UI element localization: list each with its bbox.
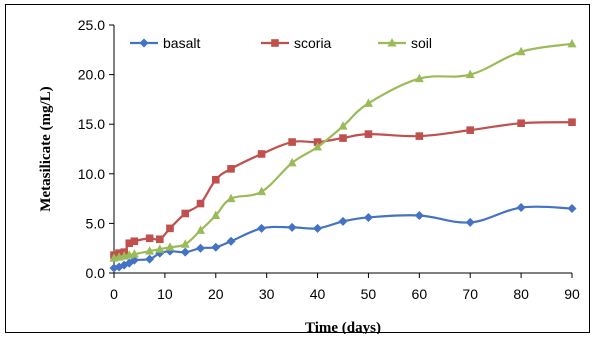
- x-tick-label: 10: [157, 286, 173, 302]
- data-point-soil: [129, 249, 139, 258]
- data-point-soil: [211, 210, 221, 219]
- x-tick-label: 70: [462, 286, 478, 302]
- data-point-soil: [567, 38, 577, 48]
- data-point-soil: [180, 239, 190, 248]
- data-point-soil: [313, 142, 323, 151]
- data-point-basalt: [363, 212, 373, 222]
- data-point-soil: [287, 157, 297, 167]
- x-tick-label: 90: [564, 286, 580, 302]
- data-point-scoria: [130, 237, 139, 246]
- data-point-basalt: [414, 210, 424, 220]
- series-basalt: [109, 203, 577, 273]
- y-axis-title: Metasilicate (mg/L): [38, 86, 54, 211]
- data-point-soil: [155, 244, 165, 253]
- legend-item-basalt: basalt: [130, 35, 200, 51]
- series-soil: [109, 38, 577, 262]
- data-point-scoria: [125, 239, 134, 248]
- legend-swatch-marker: [139, 38, 149, 48]
- x-tick-label: 40: [310, 286, 326, 302]
- data-point-soil: [145, 246, 155, 255]
- data-point-basalt: [196, 243, 206, 253]
- y-tick-label: 5.0: [86, 215, 106, 231]
- legend-item-soil: soil: [378, 35, 432, 51]
- y-tick-label: 10.0: [78, 166, 105, 182]
- data-point-scoria: [517, 119, 525, 128]
- x-tick-label: 60: [412, 286, 428, 302]
- data-point-basalt: [180, 247, 190, 257]
- data-point-soil: [465, 69, 475, 79]
- x-tick-label: 30: [259, 286, 275, 302]
- y-tick-label: 15.0: [78, 116, 105, 132]
- legend-swatch-marker: [387, 38, 397, 47]
- data-point-scoria: [415, 132, 424, 140]
- data-point-basalt: [257, 223, 267, 233]
- data-point-scoria: [364, 130, 373, 138]
- data-point-soil: [165, 242, 175, 251]
- data-point-soil: [226, 193, 236, 203]
- data-point-basalt: [145, 254, 155, 264]
- series-line-scoria: [113, 121, 573, 257]
- data-point-basalt: [287, 222, 297, 232]
- line-chart: 0.0 5.0 10.0 15.0 20.0 25.0 0 10 20 30 40 50 60 70 80 9…: [38, 17, 580, 334]
- data-point-soil: [363, 98, 373, 107]
- chart-frame: 0.0 5.0 10.0 15.0 20.0 25.0 0 10 20 30 40 50 60 70 80 9…: [5, 4, 590, 334]
- data-point-scoria: [288, 138, 296, 146]
- y-tick-label: 0.0: [86, 265, 106, 281]
- axes: 0.0 5.0 10.0 15.0 20.0 25.0 0 10 20 30 40 50 60 70 80 9…: [78, 17, 580, 302]
- data-point-scoria: [227, 165, 235, 173]
- data-point-soil: [414, 73, 424, 83]
- data-point-soil: [338, 121, 348, 130]
- data-point-basalt: [338, 216, 348, 226]
- data-point-scoria: [156, 235, 164, 244]
- data-point-scoria: [211, 175, 220, 184]
- legend-label: scoria: [294, 35, 332, 51]
- data-point-scoria: [466, 126, 475, 134]
- data-point-scoria: [166, 224, 174, 233]
- data-point-scoria: [568, 118, 576, 127]
- x-tick-label: 80: [513, 286, 529, 302]
- series-scoria: [110, 118, 576, 259]
- legend-item-scoria: scoria: [261, 35, 332, 51]
- data-point-soil: [516, 46, 526, 56]
- legend: basalt scoria soil: [130, 35, 432, 51]
- series-line-soil: [113, 42, 573, 260]
- series-layer: [109, 38, 577, 273]
- data-point-basalt: [211, 242, 221, 252]
- data-point-basalt: [226, 236, 236, 246]
- data-point-scoria: [145, 234, 154, 243]
- legend-label: basalt: [163, 35, 200, 51]
- data-point-scoria: [339, 134, 347, 142]
- data-point-basalt: [465, 217, 475, 227]
- legend-swatch-marker: [271, 39, 279, 47]
- x-tick-label: 20: [208, 286, 224, 302]
- data-point-basalt: [313, 223, 323, 233]
- y-tick-label: 20.0: [78, 67, 105, 83]
- data-point-scoria: [181, 209, 190, 218]
- legend-label: soil: [411, 35, 432, 51]
- x-tick-label: 0: [110, 286, 118, 302]
- x-axis-title: Time (days): [305, 320, 381, 334]
- data-point-scoria: [257, 150, 266, 158]
- data-point-scoria: [196, 199, 205, 208]
- data-point-soil: [257, 186, 267, 196]
- data-point-basalt: [567, 204, 577, 214]
- data-point-soil: [196, 225, 206, 234]
- x-tick-label: 50: [361, 286, 377, 302]
- y-tick-label: 25.0: [78, 17, 105, 33]
- data-point-basalt: [516, 203, 526, 213]
